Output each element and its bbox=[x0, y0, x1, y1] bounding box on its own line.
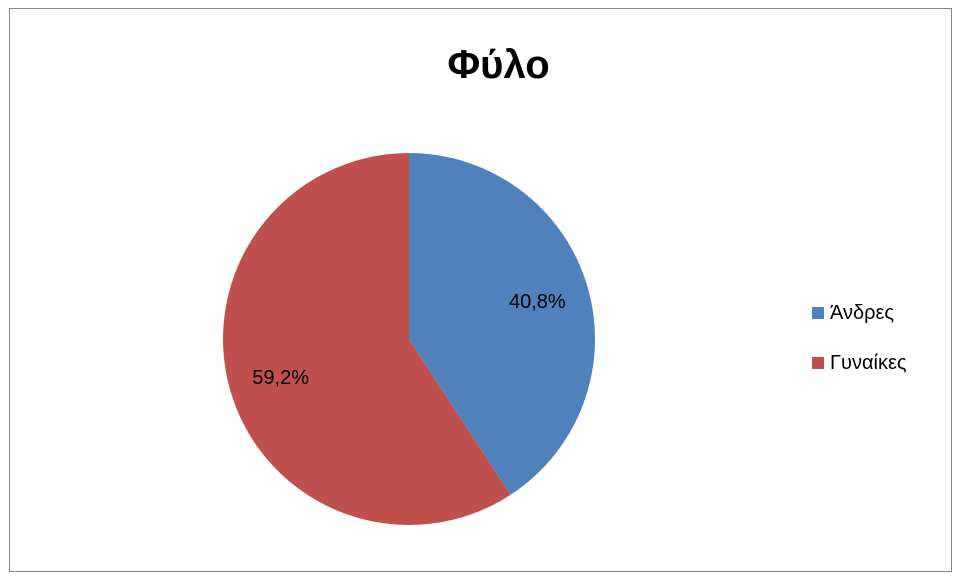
legend-item-andres: Άνδρες bbox=[812, 300, 907, 326]
legend-label-andres: Άνδρες bbox=[830, 301, 895, 324]
data-label-andres: 40,8% bbox=[509, 291, 566, 313]
legend: Άνδρες Γυναίκες bbox=[812, 300, 907, 400]
legend-label-gynaikes: Γυναίκες bbox=[830, 351, 907, 374]
legend-swatch-gynaikes bbox=[812, 357, 824, 369]
slice-gynaikes bbox=[222, 153, 511, 525]
data-label-gynaikes: 59,2% bbox=[252, 367, 309, 389]
chart-title: Φύλο bbox=[447, 43, 550, 87]
legend-item-gynaikes: Γυναίκες bbox=[812, 350, 907, 376]
legend-swatch-andres bbox=[812, 307, 824, 319]
slice-andres bbox=[409, 153, 595, 495]
